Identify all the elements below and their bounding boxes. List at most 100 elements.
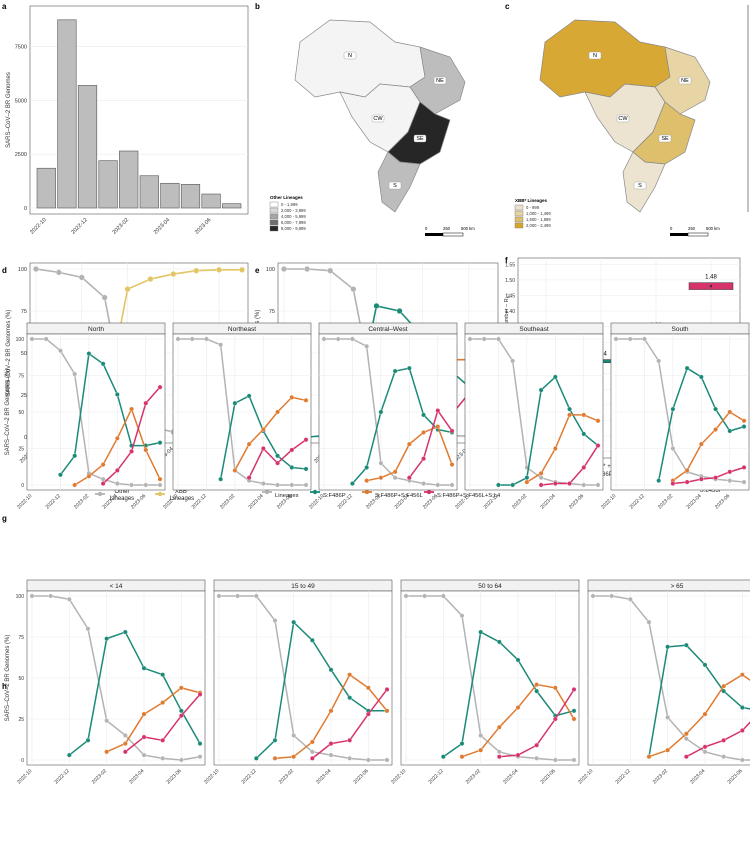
point-f456l	[698, 441, 704, 447]
region-label-cw: CW	[618, 116, 628, 122]
series-line-other	[616, 338, 745, 483]
legend-key-point	[157, 491, 163, 497]
point-f486p	[496, 639, 502, 645]
panel-label-e: e	[255, 266, 260, 275]
region-label-box	[388, 181, 402, 190]
point-f486p	[350, 481, 355, 486]
point-l455f	[684, 479, 690, 485]
region-n	[294, 19, 426, 98]
point-other	[289, 482, 295, 488]
point-other	[440, 593, 446, 599]
legend-swatch	[269, 201, 279, 208]
point-f456l	[515, 705, 521, 710]
facet-title: South	[672, 326, 689, 333]
point-other	[364, 343, 370, 349]
point-other	[478, 733, 484, 738]
point-f456l	[646, 754, 652, 760]
point-f486p	[524, 475, 530, 481]
point-f456l	[392, 469, 398, 475]
point-f456l	[291, 754, 297, 760]
region-label-box	[343, 51, 357, 60]
legend-title: Other Lineages	[270, 195, 303, 200]
point-f486p	[534, 688, 540, 694]
x-tick: 2022-10	[16, 768, 33, 785]
legend-label: 2,000 - 2,499	[526, 223, 551, 228]
point-other	[321, 336, 327, 342]
point-other	[467, 336, 473, 342]
point-other	[627, 336, 633, 342]
point-other	[197, 754, 203, 760]
point-other	[571, 757, 577, 763]
legend-label-other-line1: Other	[114, 489, 129, 495]
point-other	[78, 274, 85, 281]
bar-2023-03	[139, 175, 159, 209]
legend-key-point	[312, 489, 318, 495]
point-f456l	[478, 747, 484, 753]
point-other	[101, 294, 108, 301]
x-tick: 2023-02	[73, 493, 90, 510]
panel-a-plot	[30, 19, 248, 209]
scale-label: 500 km	[706, 226, 720, 231]
y-tick: 100	[16, 337, 25, 343]
legend-swatch	[269, 219, 279, 226]
point-l455f	[406, 475, 412, 481]
point-other	[100, 476, 106, 482]
facet-title: 15 to 49	[291, 583, 315, 590]
point-other	[304, 266, 311, 272]
panel-label-g: g	[2, 514, 7, 523]
point-l455f	[157, 384, 163, 390]
facet-title: 50 to 64	[478, 583, 502, 590]
point-f486p	[100, 361, 106, 367]
y-tick: 0	[21, 758, 24, 764]
point-l455f	[727, 469, 733, 475]
y-tick: 50	[18, 410, 24, 416]
legend-label: 8,000 - 9,999	[281, 226, 306, 231]
point-f486p	[122, 629, 128, 635]
point-l455f	[197, 692, 203, 697]
point-other	[58, 348, 63, 354]
point-l455f	[435, 408, 441, 413]
facet-strip-h	[587, 579, 750, 592]
point-f456l	[449, 462, 455, 467]
x-tick: 2022-12	[54, 768, 71, 785]
x-tick-a: 2022-12	[70, 217, 89, 236]
y-tick: 0	[21, 483, 24, 489]
point-f486p	[373, 303, 380, 309]
x-tick: 2023-02	[91, 768, 108, 785]
y-tick-f: 1.55	[505, 262, 515, 268]
point-f486p	[496, 482, 501, 488]
point-other	[670, 446, 676, 451]
point-f486p	[160, 672, 166, 678]
series-line-other	[593, 595, 750, 761]
point-l455f	[122, 749, 128, 755]
point-f486p	[72, 453, 78, 459]
point-f486p	[197, 741, 203, 746]
x-tick: 2022-10	[16, 493, 33, 510]
point-other	[609, 593, 615, 599]
facet-title: North	[88, 326, 104, 333]
point-f456l	[260, 427, 266, 432]
legend-swatch	[514, 222, 524, 229]
point-other	[235, 593, 241, 599]
point-other	[114, 481, 120, 486]
point-l455f	[246, 475, 252, 481]
point-other	[350, 286, 357, 293]
point-f486p	[218, 476, 224, 482]
point-l455f	[552, 481, 558, 486]
point-other	[328, 752, 334, 758]
x-tick: 2023-06	[714, 493, 731, 510]
point-xbb	[124, 286, 131, 293]
point-f486p	[665, 644, 671, 650]
point-f456l	[421, 430, 426, 435]
legend-label-line2: S:F486P+S:F456L	[375, 493, 424, 499]
point-l455f	[571, 687, 577, 692]
scale-seg	[687, 232, 709, 237]
point-f486p	[157, 440, 163, 446]
x-tick: 2022-10	[577, 768, 594, 785]
legend-label-other-line2: Lineages	[110, 496, 134, 502]
point-xbb	[193, 267, 200, 274]
point-other	[218, 342, 224, 348]
legend-key-point	[97, 491, 103, 497]
x-tick: 2023-06	[540, 768, 557, 785]
